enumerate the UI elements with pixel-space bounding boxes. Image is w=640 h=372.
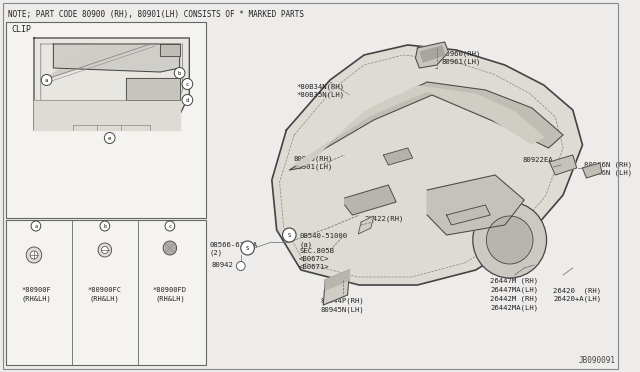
Circle shape (31, 221, 41, 231)
Polygon shape (345, 185, 396, 215)
Polygon shape (415, 42, 449, 68)
Circle shape (486, 216, 533, 264)
Text: 26420  (RH)
26420+A(LH): 26420 (RH) 26420+A(LH) (554, 287, 602, 302)
Circle shape (163, 241, 177, 255)
Polygon shape (383, 148, 413, 165)
Polygon shape (447, 205, 490, 225)
Text: *80900FC
(RH&LH): *80900FC (RH&LH) (88, 288, 122, 302)
Circle shape (241, 241, 254, 255)
Text: d: d (186, 97, 189, 103)
Polygon shape (420, 46, 445, 62)
Text: NOTE; PART CODE 80900 (RH), 80901(LH) CONSISTS OF * MARKED PARTS: NOTE; PART CODE 80900 (RH), 80901(LH) CO… (8, 10, 304, 19)
Polygon shape (294, 86, 543, 165)
Text: S: S (246, 246, 249, 250)
Polygon shape (550, 155, 577, 175)
Polygon shape (582, 163, 602, 178)
Polygon shape (289, 82, 563, 170)
Circle shape (473, 202, 547, 278)
Text: b: b (178, 71, 181, 76)
Text: *80900F
(RH&LH): *80900F (RH&LH) (21, 288, 51, 302)
Text: 80944P(RH)
80945N(LH): 80944P(RH) 80945N(LH) (321, 298, 364, 313)
Text: 26422(RH): 26422(RH) (364, 215, 403, 221)
Polygon shape (323, 270, 349, 305)
Text: a: a (45, 77, 48, 83)
Circle shape (104, 132, 115, 144)
Text: *80B34N(RH)
*80B35N(LH): *80B34N(RH) *80B35N(LH) (296, 83, 344, 98)
Text: a: a (35, 224, 37, 228)
Text: c: c (168, 224, 172, 228)
Text: S: S (287, 232, 291, 237)
Circle shape (102, 247, 108, 253)
Text: SEC.805B
<B067C>
<B0671>: SEC.805B <B067C> <B0671> (299, 248, 334, 270)
Polygon shape (34, 100, 180, 130)
Text: 26442M (RH)
26442MA(LH): 26442M (RH) 26442MA(LH) (490, 296, 538, 311)
Circle shape (30, 251, 38, 259)
Text: b: b (104, 224, 106, 228)
Polygon shape (272, 45, 582, 285)
Text: 80942: 80942 (212, 262, 234, 268)
Polygon shape (44, 44, 150, 80)
Circle shape (282, 228, 296, 242)
Circle shape (41, 74, 52, 86)
Circle shape (100, 221, 109, 231)
Text: 80986N (RH)
80986N (LH): 80986N (RH) 80986N (LH) (584, 161, 632, 176)
Polygon shape (160, 44, 180, 56)
Polygon shape (427, 175, 524, 235)
Polygon shape (34, 38, 189, 130)
Text: CLIP: CLIP (12, 25, 31, 34)
Text: 80922EA: 80922EA (522, 157, 553, 163)
Text: 08540-51000
(a): 08540-51000 (a) (299, 233, 347, 247)
Text: *80900FD
(RH&LH): *80900FD (RH&LH) (153, 288, 187, 302)
Circle shape (174, 67, 185, 78)
Text: 26447M (RH)
26447MA(LH): 26447M (RH) 26447MA(LH) (490, 278, 538, 293)
Circle shape (26, 247, 42, 263)
Circle shape (165, 221, 175, 231)
Circle shape (98, 243, 111, 257)
Text: 08566-6162A
(2): 08566-6162A (2) (210, 242, 258, 257)
Circle shape (236, 262, 245, 270)
Text: 80900(RH)
80901(LH): 80900(RH) 80901(LH) (293, 155, 333, 170)
Polygon shape (358, 216, 374, 234)
Polygon shape (126, 78, 180, 100)
Text: e: e (108, 135, 111, 141)
Circle shape (182, 78, 193, 90)
Text: c: c (186, 81, 189, 87)
FancyBboxPatch shape (6, 220, 206, 365)
Text: 80960(RH)
80961(LH): 80960(RH) 80961(LH) (442, 50, 481, 65)
Polygon shape (53, 44, 180, 72)
Circle shape (182, 94, 193, 106)
Polygon shape (325, 270, 349, 290)
Text: JB090091: JB090091 (579, 356, 616, 365)
FancyBboxPatch shape (6, 22, 206, 218)
